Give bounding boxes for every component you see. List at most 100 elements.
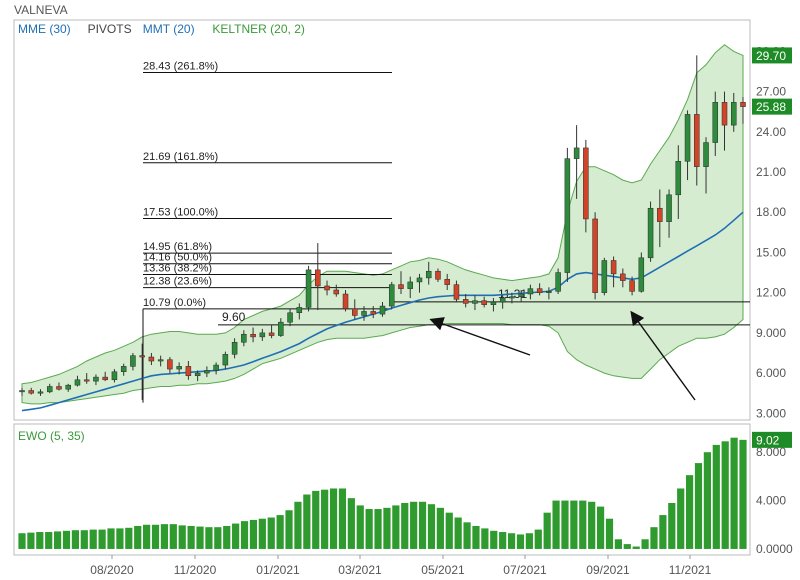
ewo-bar <box>525 533 533 549</box>
x-tick-label: 05/2021 <box>421 563 465 577</box>
candle-body <box>296 307 303 314</box>
candle-body <box>527 288 534 295</box>
annotation-arrow <box>630 310 696 401</box>
ewo-bar <box>374 509 382 549</box>
candle-body <box>56 386 62 390</box>
ewo-bar <box>427 504 436 549</box>
candle-body <box>324 285 330 291</box>
x-tick-label: 08/2020 <box>90 563 134 577</box>
ewo-bar <box>454 517 462 549</box>
ewo-bar <box>143 524 151 549</box>
candle-body <box>675 161 682 196</box>
candle-body <box>370 311 377 315</box>
ewo-bar <box>365 509 373 549</box>
candle-body <box>499 297 506 303</box>
ewo-bar <box>151 524 160 549</box>
ewo-bar <box>107 528 115 549</box>
ewo-bar <box>436 507 444 549</box>
candle-body <box>231 342 238 355</box>
ewo-bar <box>356 505 364 549</box>
candle-body <box>204 370 210 374</box>
ewo-bar <box>561 500 569 549</box>
candle-body <box>176 366 182 370</box>
candle-body <box>102 376 108 381</box>
legend-item: MMT (20) <box>143 22 195 36</box>
x-tick-label: 07/2021 <box>503 563 547 577</box>
candle-body <box>287 312 293 323</box>
ewo-title: EWO (5, 35) <box>18 429 85 443</box>
x-tick-label: 03/2021 <box>338 563 382 577</box>
candle-body <box>83 379 90 382</box>
candle-body <box>185 366 192 377</box>
ewo-bar <box>45 532 53 549</box>
fib-label: 10.79 (0.0%) <box>143 297 206 309</box>
ewo-bar <box>588 501 596 549</box>
ewo-bar <box>712 444 720 549</box>
ewo-bar <box>223 525 231 549</box>
ewo-bar <box>605 518 614 549</box>
y-tick-label: 24.00 <box>756 125 786 139</box>
candle-body <box>684 114 691 162</box>
x-tick-label: 09/2021 <box>586 563 630 577</box>
ewo-bar <box>614 539 622 549</box>
candle-body <box>259 332 266 338</box>
price-badge <box>752 47 792 64</box>
ewo-bar <box>214 527 222 549</box>
candle-body <box>120 366 127 372</box>
fib-label: 21.69 (161.8%) <box>143 151 218 163</box>
candle-body <box>388 284 395 307</box>
candle-body <box>573 147 580 159</box>
candle-body <box>93 376 99 382</box>
candle-body <box>194 372 201 377</box>
candle-body <box>139 355 145 358</box>
ewo-bar <box>516 534 525 549</box>
ewo-bar <box>694 463 703 549</box>
candle-body <box>712 102 719 143</box>
candle-body <box>629 280 635 292</box>
ewo-bar <box>383 507 391 549</box>
ewo-bar <box>169 524 177 549</box>
ewo-bar <box>632 546 640 549</box>
ewo-bar <box>703 452 711 549</box>
candle-body <box>222 354 229 366</box>
candle-body <box>509 296 515 299</box>
ewo-bar <box>232 523 240 549</box>
ewo-bar <box>641 539 649 549</box>
ewo-bar <box>418 501 427 549</box>
ewo-bar <box>303 494 311 549</box>
candle-body <box>481 300 487 305</box>
candle-body <box>472 300 478 304</box>
ewo-bar <box>196 526 204 549</box>
candle-body <box>536 288 543 293</box>
ewo-bar <box>570 500 578 549</box>
ewo-bar <box>534 529 542 549</box>
candle-body <box>435 270 441 280</box>
candle-body <box>148 356 155 362</box>
candle-body <box>241 333 247 343</box>
ewo-bar <box>721 441 729 549</box>
ewo-bar <box>276 515 284 549</box>
candle-body <box>620 273 626 281</box>
fib-label: 14.16 (50.0%) <box>143 252 212 264</box>
y-tick-label: 21.00 <box>756 165 786 179</box>
ewo-bar <box>54 531 62 549</box>
ewo-bar <box>596 506 605 549</box>
ewo-bar <box>294 501 302 549</box>
ewo-bar <box>490 530 498 549</box>
ewo-bar <box>187 525 195 549</box>
candle-body <box>546 291 552 293</box>
candle-body <box>167 359 173 370</box>
candle-body <box>398 284 404 289</box>
price-badge-label: 25.88 <box>756 100 786 114</box>
ewo-bar <box>739 439 747 549</box>
ewo-bar <box>134 525 142 549</box>
ewo-bar <box>125 527 133 549</box>
candle-body <box>37 391 44 394</box>
candle-body <box>268 332 275 336</box>
price-badge <box>752 98 792 115</box>
y-tick-label: 9.000 <box>756 326 786 340</box>
candle-body <box>157 359 164 362</box>
ewo-panel-frame <box>13 423 751 556</box>
candle-body <box>111 371 118 381</box>
ewo-bar <box>730 437 738 549</box>
